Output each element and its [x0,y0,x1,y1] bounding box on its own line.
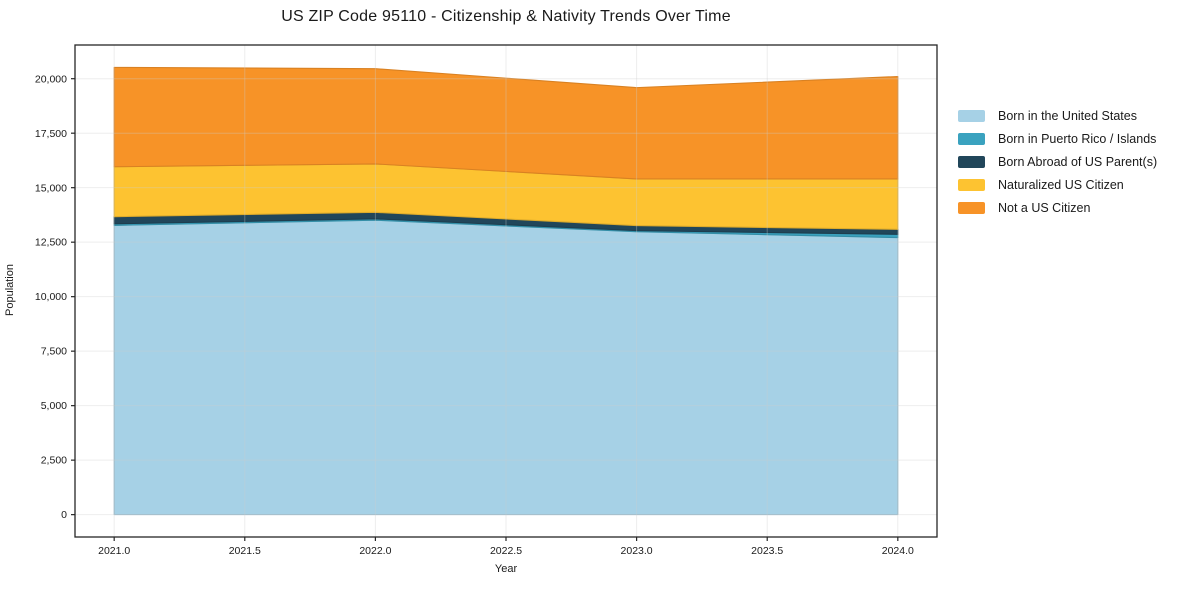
legend-item: Born Abroad of US Parent(s) [958,150,1157,173]
y-tick-label: 0 [61,509,67,521]
legend-swatch [958,155,985,168]
legend-swatch [958,109,985,122]
y-tick-label: 7,500 [41,346,67,358]
legend-item: Naturalized US Citizen [958,173,1157,196]
legend-item: Not a US Citizen [958,196,1157,219]
legend-swatch [958,201,985,214]
x-tick-label: 2022.5 [490,545,522,557]
y-tick-label: 12,500 [35,237,67,249]
x-tick-label: 2021.5 [229,545,261,557]
legend-label: Not a US Citizen [998,200,1091,215]
y-axis-label: Population [4,264,16,316]
x-tick-label: 2024.0 [882,545,914,557]
y-tick-label: 5,000 [41,400,67,412]
legend-label: Born in Puerto Rico / Islands [998,131,1157,146]
y-tick-label: 17,500 [35,128,67,140]
chart-title: US ZIP Code 95110 - Citizenship & Nativi… [281,8,731,25]
legend-label: Born in the United States [998,108,1137,123]
x-tick-label: 2023.5 [751,545,783,557]
x-tick-label: 2021.0 [98,545,130,557]
y-tick-label: 10,000 [35,291,67,303]
legend-item: Born in Puerto Rico / Islands [958,127,1157,150]
y-tick-label: 2,500 [41,455,67,467]
x-tick-label: 2022.0 [359,545,391,557]
legend-label: Naturalized US Citizen [998,177,1124,192]
legend-label: Born Abroad of US Parent(s) [998,154,1158,169]
x-axis-label: Year [494,563,518,575]
x-tick-label: 2023.0 [621,545,653,557]
y-tick-label: 20,000 [35,73,67,85]
y-tick-label: 15,000 [35,182,67,194]
legend-item: Born in the United States [958,104,1157,127]
legend-swatch [958,178,985,191]
area-not-a-us-citizen [113,66,899,180]
legend-swatch [958,132,985,145]
legend: Born in the United States Born in Puerto … [958,104,1157,219]
